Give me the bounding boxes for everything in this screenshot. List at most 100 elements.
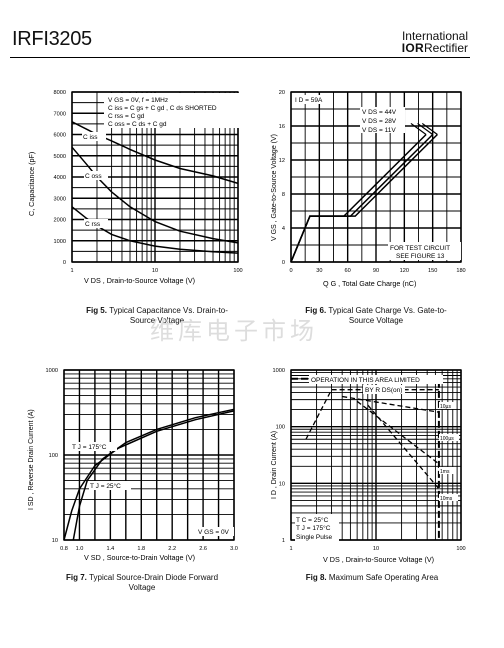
fig8-series-line-1 [342, 395, 440, 413]
fig6-ytick-label: 0 [282, 260, 285, 266]
fig6-caption-text: Typical Gate Charge Vs. Gate-to-Source V… [328, 306, 447, 325]
fig8-series-labels: 10µs 100µs 1ms 10ms [439, 402, 459, 502]
fig5-label-coss: C oss [85, 173, 102, 180]
fig7-xtick-label: 1.8 [137, 546, 145, 552]
fig5-label-ciss: C iss [83, 134, 98, 141]
fig5-ytick-label: 0 [63, 260, 66, 266]
fig8-xtick-label: 1 [289, 546, 292, 552]
fig8-annot-pulse: Single Pulse [296, 534, 333, 541]
fig7-caption: Fig 7. Typical Source-Drain Diode Forwar… [62, 573, 222, 593]
fig8-label-10ms: 10ms [440, 496, 453, 502]
fig7-xtick-label: 2.2 [168, 546, 176, 552]
fig8-ytick-label: 1 [282, 538, 285, 544]
fig8-series-line-3 [367, 404, 440, 490]
fig8-series [291, 377, 440, 540]
fig7-annot-vgs: V GS = 0V [198, 529, 230, 536]
fig5-series-labels: C iss C oss C rss [82, 132, 108, 228]
fig7-chart: 0.8 1.0 1.4 1.8 2.2 2.6 3.0 10 100 1000 I SD , Re… [28, 368, 238, 562]
fig8-ytick-label: 100 [276, 425, 285, 431]
brand-line1: International [401, 29, 468, 43]
fig5-caption-text: Typical Capacitance Vs. Drain-to-Source … [109, 306, 228, 325]
fig7-label-25c: T J = 25°C [90, 482, 121, 490]
fig7-ytick-label: 10 [52, 538, 58, 544]
fig8-label-1ms: 1ms [440, 469, 450, 475]
fig6-series-line-2 [290, 133, 427, 263]
fig5-annot-3: C oss = C ds + C gd [108, 121, 167, 128]
fig6-ytick-label: 8 [282, 192, 285, 198]
fig7-xtick-label: 0.8 [60, 546, 68, 552]
fig8-max-limit-line [291, 377, 440, 540]
fig6-series-tail-1 [417, 122, 434, 135]
watermark: 维库电子市场 [150, 317, 318, 345]
fig8-rdson-limit-line [305, 389, 333, 440]
fig7-ylabel: I SD , Reverse Drain Current (A) [28, 409, 35, 510]
fig7-ticks: 0.8 1.0 1.4 1.8 2.2 2.6 3.0 10 100 1000 [46, 368, 238, 552]
fig6-caption-num: Fig 6. [305, 306, 327, 315]
fig5-annot-0: V GS = 0V, f = 1MHz [108, 97, 168, 104]
fig5-caption: Fig 5. Typical Capacitance Vs. Drain-to-… [82, 306, 232, 326]
fig7-grid [63, 369, 235, 541]
fig8-annot-tj: T J = 175°C [296, 524, 331, 532]
brand-line2: IORRectifier [402, 42, 468, 55]
fig5-caption-num: Fig 5. [86, 306, 107, 315]
fig8-grid [290, 369, 462, 541]
fig5-annot-1: C iss = C gs + C gd , C ds SHORTED [108, 105, 217, 112]
fig6-caption: Fig 6. Typical Gate Charge Vs. Gate-to-S… [296, 306, 456, 326]
fig5-xtick-label: 1 [70, 268, 73, 274]
fig5-annot-2: C rss = C gd [108, 113, 145, 120]
fig8-caption: Fig 8. Maximum Safe Operating Area [282, 573, 462, 583]
brand-rectifier: Rectifier [423, 41, 468, 55]
fig6-annot-id: I D = 59A [295, 97, 323, 104]
fig6-ytick-label: 12 [279, 158, 285, 164]
fig6-annot-test: FOR TEST CIRCUIT [390, 245, 450, 252]
fig8-label-100us: 100µs [440, 436, 454, 442]
fig6-ytick-label: 16 [279, 124, 285, 130]
fig5-xlabel: V DS , Drain-to-Source Voltage (V) [84, 276, 195, 285]
fig5-ylabel: C, Capacitance (pF) [27, 152, 36, 216]
fig5-ytick-label: 8000 [54, 90, 66, 96]
fig5-label-crss: C rss [85, 221, 101, 228]
fig7-caption-num: Fig 7. [65, 573, 87, 582]
fig7-ytick-label: 100 [49, 453, 58, 459]
fig5-ytick-label: 1000 [54, 239, 66, 245]
fig8-label-10us: 10µs [440, 404, 451, 410]
fig7-xtick-label: 1.0 [76, 546, 84, 552]
fig6-annot-figref: SEE FIGURE 13 [396, 253, 445, 260]
fig8-ytick-label: 1000 [273, 368, 285, 374]
fig5-ytick-label: 3000 [54, 196, 66, 202]
fig6-ytick-label: 20 [279, 90, 285, 96]
fig7-xtick-label: 1.4 [106, 546, 114, 552]
fig8-xtick-label: 100 [456, 546, 465, 552]
fig7-series-labels: T J = 175°C T J = 25°C [71, 442, 131, 490]
fig5-annotation-box: V GS = 0V, f = 1MHz C iss = C gs + C gd … [104, 93, 240, 128]
fig8-chart: 1 10 100 1 10 100 1000 I D , Drain Current (A)… [271, 368, 466, 564]
fig5-ytick-label: 2000 [54, 218, 66, 224]
fig6-label-44v: V DS = 44V [362, 109, 397, 116]
fig7-ytick-label: 1000 [46, 368, 58, 374]
fig6-xtick-label: 90 [373, 268, 379, 274]
fig6-xlabel: Q G , Total Gate Charge (nC) [323, 279, 416, 288]
fig5-ytick-label: 7000 [54, 111, 66, 117]
fig5-series-line-0 [71, 121, 239, 185]
fig6-series-labels: V DS = 44V V DS = 28V V DS = 11V [360, 107, 405, 134]
fig6-series-tail-2 [410, 122, 427, 135]
fig6-xtick-label: 30 [316, 268, 322, 274]
fig6-xtick-label: 180 [456, 268, 465, 274]
fig8-xlabel: V DS , Drain-to-Source Voltage (V) [323, 555, 434, 564]
fig8-annot-tc: T C = 25°C [296, 516, 329, 524]
fig6-series [290, 122, 438, 263]
fig5-xtick-label: 10 [152, 268, 158, 274]
fig5-ytick-label: 6000 [54, 133, 66, 139]
fig5-ytick-label: 4000 [54, 175, 66, 181]
fig8-ylabel: I D , Drain Current (A) [271, 431, 278, 499]
fig8-ticks: 1 10 100 1 10 100 1000 [273, 368, 466, 552]
fig6-xtick-label: 0 [289, 268, 292, 274]
fig7-xlabel: V SD , Source-to-Drain Voltage (V) [84, 553, 195, 562]
fig6-ylabel: V GS , Gate-to-Source Voltage (V) [271, 134, 278, 241]
fig8-ytick-label: 10 [279, 481, 285, 487]
fig6-chart: 0 30 60 90 120 150 180 0 4 8 12 16 20 V GS , Gate-to… [271, 90, 466, 288]
header-rule [10, 57, 470, 58]
fig5-series-line-1 [71, 146, 239, 244]
fig7-caption-text: Typical Source-Drain Diode Forward Volta… [89, 573, 219, 592]
